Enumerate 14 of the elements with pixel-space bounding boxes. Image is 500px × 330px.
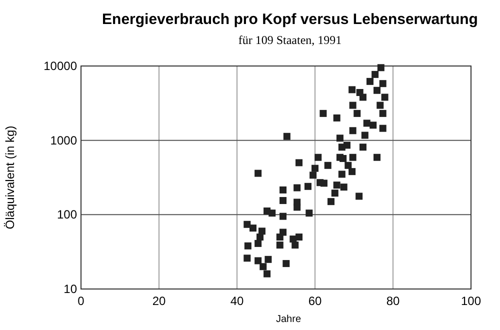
x-axis-title: Jahre bbox=[276, 314, 302, 325]
y-tick-label: 10 bbox=[64, 282, 78, 296]
x-tick-label: 80 bbox=[386, 294, 400, 308]
y-tick-label: 1000 bbox=[50, 133, 78, 148]
chart-subtitle: für 109 Staaten, 1991 bbox=[238, 33, 342, 47]
x-tick-label: 60 bbox=[308, 294, 322, 308]
x-tick-label: 40 bbox=[230, 294, 244, 308]
y-tick-label: 10000 bbox=[44, 59, 78, 73]
chart-title: Energieverbrauch pro Kopf versus Lebenserwartung bbox=[102, 11, 478, 28]
x-tick-label: 20 bbox=[152, 294, 166, 308]
y-tick-label: 100 bbox=[56, 208, 78, 222]
x-tick-label: 0 bbox=[78, 294, 85, 308]
x-tick-label: 100 bbox=[460, 294, 482, 308]
y-axis-title: Öläquivalent (in kg) bbox=[3, 126, 17, 230]
